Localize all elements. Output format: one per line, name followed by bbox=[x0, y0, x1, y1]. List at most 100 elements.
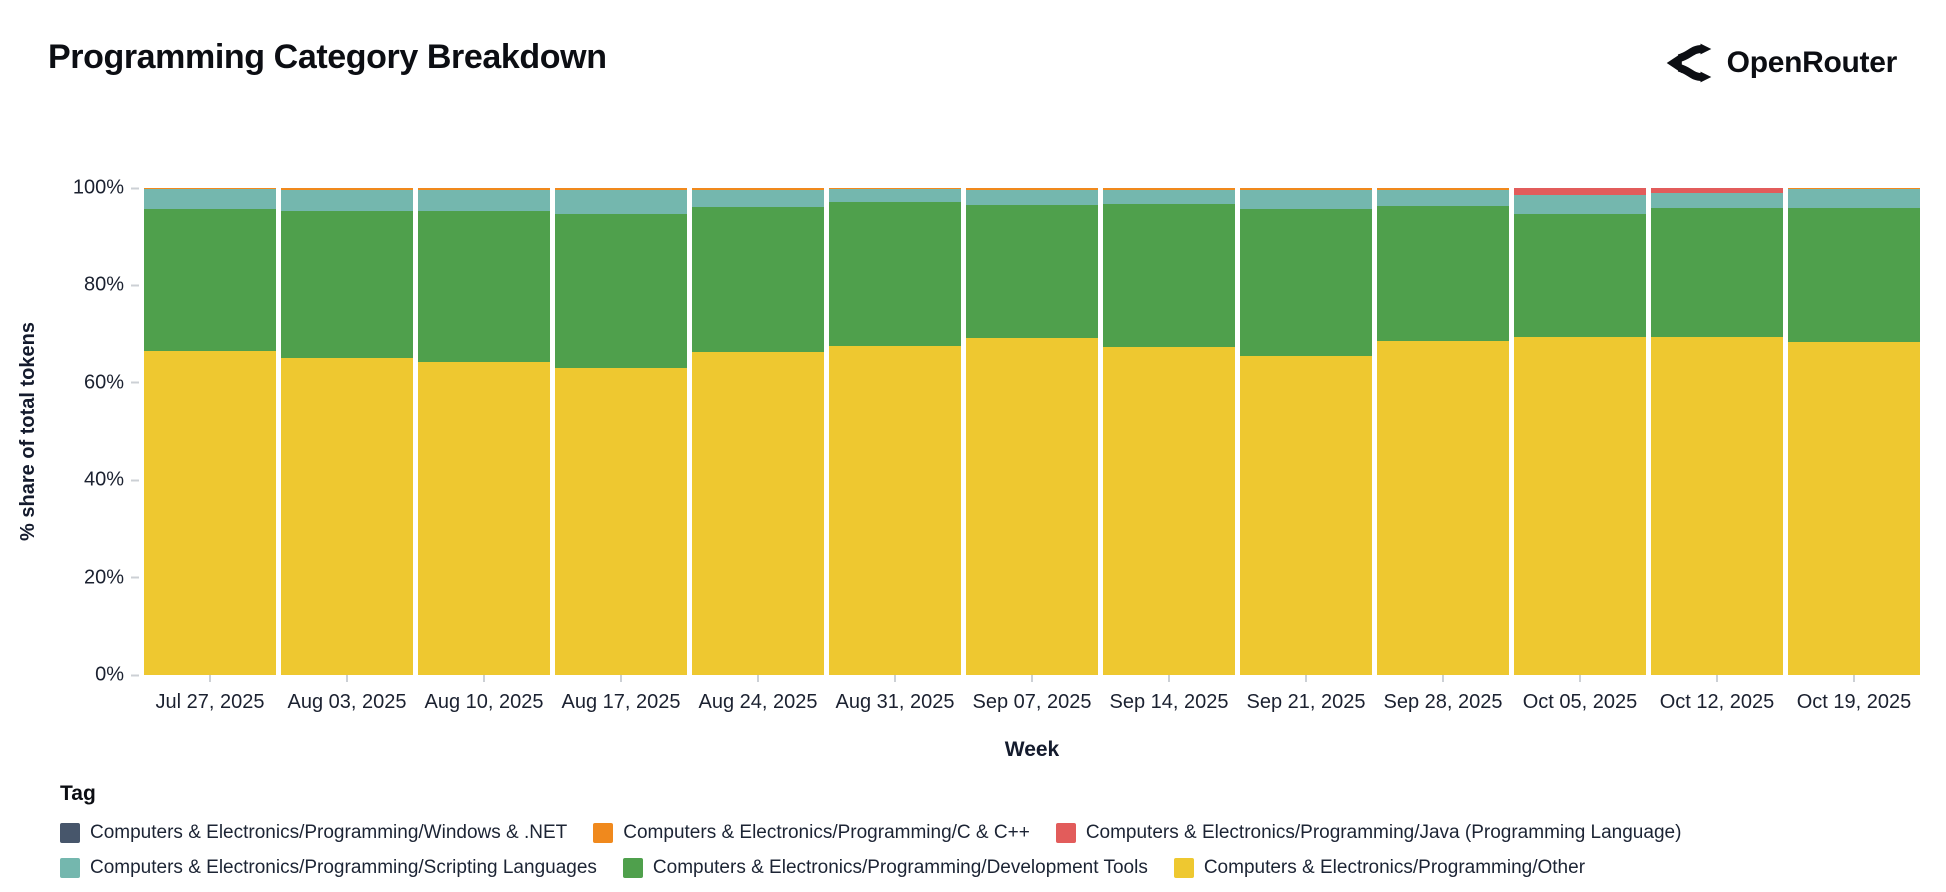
bar-segment[interactable] bbox=[555, 213, 687, 369]
bar-segment[interactable] bbox=[1651, 336, 1783, 675]
bar-segment[interactable] bbox=[555, 189, 687, 214]
y-tick-mark bbox=[131, 479, 139, 482]
legend-item[interactable]: Computers & Electronics/Programming/Deve… bbox=[622, 857, 1148, 879]
bar-segment[interactable] bbox=[1514, 188, 1646, 196]
bar-segment[interactable] bbox=[966, 337, 1098, 675]
bar-segment[interactable] bbox=[829, 188, 961, 190]
x-tick-label: Oct 12, 2025 bbox=[1659, 691, 1775, 713]
legend-item[interactable]: Computers & Electronics/Programming/Scri… bbox=[60, 857, 597, 879]
bar-segment[interactable] bbox=[555, 188, 687, 190]
bar-segment[interactable] bbox=[1788, 189, 1920, 209]
openrouter-icon bbox=[1666, 43, 1711, 83]
bar-segment[interactable] bbox=[144, 188, 276, 190]
bar[interactable] bbox=[1788, 188, 1920, 675]
bar-segment[interactable] bbox=[1651, 208, 1783, 337]
bar-segment[interactable] bbox=[1377, 189, 1509, 206]
bar-segment[interactable] bbox=[418, 361, 550, 675]
bar[interactable] bbox=[829, 188, 961, 675]
bar-segment[interactable] bbox=[966, 188, 1098, 190]
bar-segment[interactable] bbox=[1103, 204, 1235, 348]
legend-swatch bbox=[1173, 858, 1194, 878]
bar-segment[interactable] bbox=[692, 188, 824, 190]
bar[interactable] bbox=[1240, 188, 1372, 675]
y-axis-title: % share of total tokens bbox=[16, 322, 39, 541]
bar-segment[interactable] bbox=[829, 189, 961, 203]
bar-segment[interactable] bbox=[1514, 337, 1646, 675]
bar-segment[interactable] bbox=[1788, 188, 1920, 190]
legend-item[interactable]: Computers & Electronics/Programming/Wind… bbox=[60, 822, 567, 844]
legend-swatch bbox=[60, 823, 80, 843]
x-tick-mark bbox=[620, 675, 622, 682]
x-tick-label: Sep 07, 2025 bbox=[972, 691, 1092, 713]
x-tick-label: Aug 03, 2025 bbox=[287, 691, 407, 713]
bar-segment[interactable] bbox=[281, 210, 413, 359]
legend-item[interactable]: Computers & Electronics/Programming/Othe… bbox=[1173, 857, 1585, 879]
bar-segment[interactable] bbox=[966, 189, 1098, 205]
bar-segment[interactable] bbox=[144, 351, 276, 675]
brand-name: OpenRouter bbox=[1726, 46, 1898, 79]
bar-segment[interactable] bbox=[1514, 213, 1646, 338]
bar[interactable] bbox=[281, 188, 413, 675]
bar-segment[interactable] bbox=[1788, 342, 1920, 675]
bar-segment[interactable] bbox=[966, 204, 1098, 338]
bar-segment[interactable] bbox=[829, 202, 961, 347]
y-tick-label: 60% bbox=[83, 371, 124, 394]
bar[interactable] bbox=[1377, 188, 1509, 675]
bar-segment[interactable] bbox=[1103, 347, 1235, 675]
bar[interactable] bbox=[692, 188, 824, 675]
bar-segment[interactable] bbox=[1788, 208, 1920, 343]
bar[interactable] bbox=[418, 188, 550, 675]
x-axis: Jul 27, 2025 Aug 03, 2025 Aug 10, 2025 Aug … bbox=[144, 675, 1920, 714]
bar-segment[interactable] bbox=[692, 352, 824, 675]
y-tick: 100% bbox=[73, 177, 139, 200]
legend-item[interactable]: Computers & Electronics/Programming/C & … bbox=[593, 822, 1030, 844]
bar-segment[interactable] bbox=[418, 210, 550, 362]
bar-segment[interactable] bbox=[1240, 208, 1372, 357]
bar[interactable] bbox=[555, 188, 687, 675]
legend-swatch bbox=[60, 858, 80, 878]
x-tick-mark bbox=[1031, 675, 1033, 682]
x-axis-cell: Aug 10, 2025 bbox=[418, 675, 550, 714]
x-axis-cell: Aug 17, 2025 bbox=[555, 675, 687, 714]
bar-segment[interactable] bbox=[1240, 356, 1372, 675]
bar-segment[interactable] bbox=[418, 188, 550, 190]
legend-label: Computers & Electronics/Programming/Scri… bbox=[90, 857, 597, 878]
legend-title: Tag bbox=[60, 782, 96, 805]
bar-segment[interactable] bbox=[1103, 189, 1235, 205]
bar[interactable] bbox=[966, 188, 1098, 675]
x-tick-label: Sep 21, 2025 bbox=[1246, 691, 1366, 713]
bar-segment[interactable] bbox=[144, 208, 276, 352]
bar-segment[interactable] bbox=[1240, 189, 1372, 209]
legend-swatch bbox=[622, 858, 643, 878]
bar-segment[interactable] bbox=[1651, 188, 1783, 194]
bar-segment[interactable] bbox=[829, 346, 961, 675]
bar-segment[interactable] bbox=[555, 368, 687, 675]
bar-segment[interactable] bbox=[1240, 188, 1372, 190]
bar[interactable] bbox=[1103, 188, 1235, 675]
bar-segment[interactable] bbox=[281, 188, 413, 190]
y-tick-label: 40% bbox=[83, 468, 124, 491]
x-axis-cell: Aug 03, 2025 bbox=[281, 675, 413, 714]
x-tick-label: Sep 28, 2025 bbox=[1383, 691, 1503, 713]
legend: Tag Computers & Electronics/Programming/… bbox=[60, 782, 1900, 879]
x-axis-cell: Oct 05, 2025 bbox=[1514, 675, 1646, 714]
bar-segment[interactable] bbox=[1377, 341, 1509, 675]
bar-segment[interactable] bbox=[692, 189, 824, 207]
bar-segment[interactable] bbox=[1377, 205, 1509, 342]
bar-segment[interactable] bbox=[692, 207, 824, 353]
bar[interactable] bbox=[1514, 188, 1646, 675]
bar[interactable] bbox=[144, 188, 276, 675]
bar-segment[interactable] bbox=[281, 189, 413, 211]
bar[interactable] bbox=[1651, 188, 1783, 675]
bar-segment[interactable] bbox=[1514, 195, 1646, 214]
bar-segment[interactable] bbox=[418, 189, 550, 211]
bar-segment[interactable] bbox=[1377, 188, 1509, 190]
bar-segment[interactable] bbox=[1651, 193, 1783, 209]
bar-segment[interactable] bbox=[1103, 188, 1235, 190]
openrouter-logo[interactable]: OpenRouter bbox=[1666, 42, 1897, 84]
bar-segment[interactable] bbox=[144, 189, 276, 209]
bar-segment[interactable] bbox=[281, 358, 413, 675]
x-tick-label: Jul 27, 2025 bbox=[155, 691, 265, 713]
x-axis-cell: Aug 31, 2025 bbox=[829, 675, 961, 714]
legend-item[interactable]: Computers & Electronics/Programming/Java… bbox=[1055, 822, 1681, 844]
